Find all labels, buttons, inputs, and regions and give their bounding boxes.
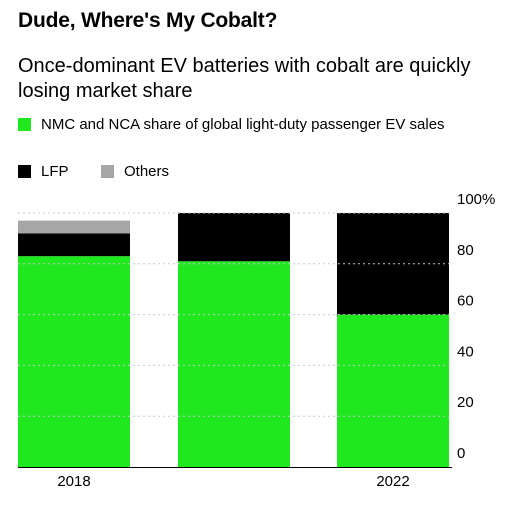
bar-2020-series-0: [178, 261, 290, 467]
y-tick-label-40: 40: [457, 343, 474, 360]
chart-subtitle: Once-dominant EV batteries with cobalt a…: [18, 55, 471, 102]
y-tick-label-100: 100%: [457, 191, 495, 208]
bar-group: [18, 213, 449, 467]
legend-swatch-nmc-nca: [18, 118, 31, 131]
chart-title: Dude, Where's My Cobalt?: [18, 9, 278, 32]
bar-2022-series-0: [337, 314, 449, 467]
legend-item-lfp: LFP: [18, 161, 69, 182]
stacked-bar-chart: 0 20 40 60 80 100% 2018 2022: [18, 191, 495, 490]
legend-swatch-others: [101, 165, 114, 178]
y-tick-label-20: 20: [457, 394, 474, 411]
x-axis-ticks: 2018 2022: [57, 473, 409, 490]
bar-2020-series-1: [178, 213, 290, 262]
legend-label-lfp: LFP: [41, 163, 69, 180]
x-tick-label-2022: 2022: [376, 473, 409, 490]
y-axis-ticks: 0 20 40 60 80 100%: [457, 191, 495, 462]
y-tick-label-0: 0: [457, 445, 465, 462]
y-tick-label-60: 60: [457, 293, 474, 310]
legend-label-nmc-nca: NMC and NCA share of global light-duty p…: [41, 116, 445, 133]
legend-item-others: Others: [101, 161, 169, 182]
bar-2018-series-1: [18, 233, 130, 257]
legend-item-nmc-nca: NMC and NCA share of global light-duty p…: [18, 114, 488, 135]
x-tick-label-2018: 2018: [57, 473, 90, 490]
grid-lines: [18, 212, 452, 468]
legend-swatch-lfp: [18, 165, 31, 178]
bar-2018-series-2: [18, 220, 130, 234]
y-tick-label-80: 80: [457, 242, 474, 259]
bar-2018-series-0: [18, 256, 130, 467]
legend-label-others: Others: [124, 163, 170, 180]
